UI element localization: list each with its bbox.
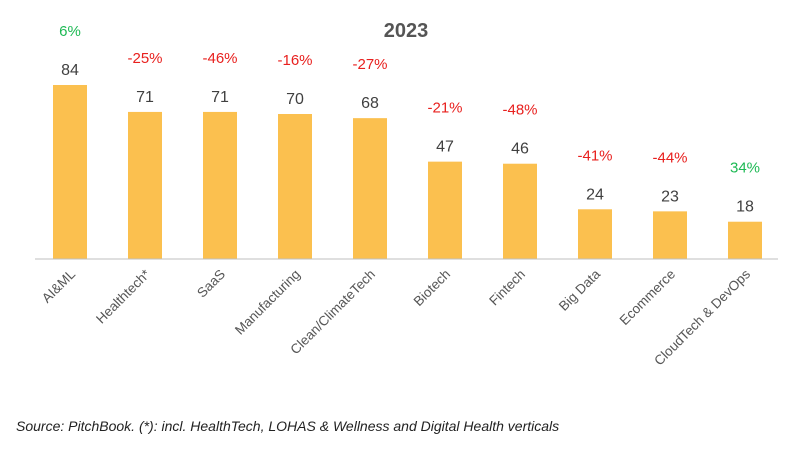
change-label: -16% [277, 52, 312, 69]
bar-4 [353, 118, 387, 260]
change-label: 34% [730, 160, 760, 177]
value-label: 24 [586, 186, 604, 203]
change-label: -25% [127, 50, 162, 67]
bar-3 [278, 114, 312, 259]
x-tick-label: Healthtech* [93, 266, 153, 326]
change-label: 6% [59, 23, 81, 40]
bar-1 [128, 111, 162, 259]
bar-0 [53, 85, 87, 259]
value-label: 70 [286, 91, 304, 108]
bar-7 [578, 209, 612, 259]
value-label: 71 [136, 89, 154, 106]
value-label: 84 [61, 62, 79, 79]
x-tick-label: Manufacturing [232, 267, 303, 338]
value-label: 18 [736, 199, 754, 216]
x-tick-label: AI&ML [39, 266, 79, 306]
bar-5 [428, 161, 462, 259]
change-label: -41% [577, 147, 612, 164]
x-tick-label: SaaS [194, 267, 228, 301]
x-tick-label: Fintech [486, 267, 528, 309]
bar-8 [653, 211, 687, 259]
x-tick-label: Biotech [411, 267, 453, 309]
chart-title: 2023 [384, 20, 429, 42]
change-label: -48% [502, 102, 537, 119]
value-label: 68 [361, 95, 379, 112]
change-label: -21% [427, 100, 462, 117]
value-label: 71 [211, 89, 229, 106]
bar-2 [203, 111, 237, 259]
change-label: -46% [202, 50, 237, 67]
x-tick-label: Big Data [556, 266, 604, 314]
change-label: -27% [352, 56, 387, 73]
value-label: 23 [661, 188, 679, 205]
source-note: Source: PitchBook. (*): incl. HealthTech… [16, 418, 560, 434]
x-tick-label: Clean/ClimateTech [287, 267, 378, 358]
value-label: 47 [436, 139, 454, 156]
x-tick-label: Ecommerce [617, 267, 679, 329]
bars-group [53, 85, 762, 260]
bar-6 [503, 163, 537, 259]
change-label: -44% [652, 149, 687, 166]
value-label: 46 [511, 141, 529, 158]
bar-9 [728, 221, 762, 259]
